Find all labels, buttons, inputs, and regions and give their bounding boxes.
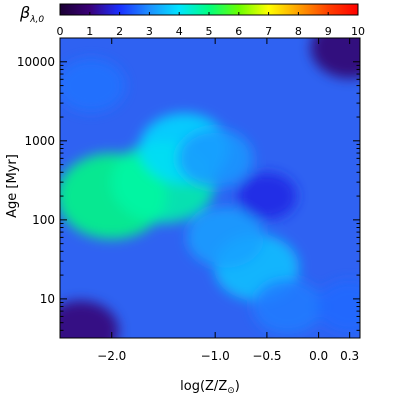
x-axis-label: log(Z/Z⊙): [180, 379, 240, 396]
heatmap-cell: [60, 300, 119, 338]
y-tick-label: 100: [32, 213, 55, 227]
heatmap-area: [60, 38, 360, 338]
colorbar-tick-label: 4: [176, 25, 183, 38]
colorbar-tick-label: 1: [86, 25, 93, 38]
colorbar: βλ,0 0 1 2 3 4 5 6 7 8 9 10: [19, 3, 365, 38]
heatmap-cell: [237, 172, 297, 220]
heatmap-cell: [310, 38, 360, 79]
y-axis-label: Age [Myr]: [5, 154, 20, 218]
colorbar-tick-label: 2: [116, 25, 123, 38]
y-tick-label: 10000: [17, 55, 55, 69]
x-tick-label: −1.0: [201, 349, 230, 363]
heatmap-cell: [252, 278, 323, 335]
colorbar-tick-label: 5: [206, 25, 213, 38]
colorbar-tick-label: 7: [265, 25, 272, 38]
y-tick-label: 10: [40, 292, 55, 306]
heatmap-cell: [177, 128, 254, 189]
colorbar-tick-label: 3: [146, 25, 153, 38]
x-tick-label: 0.3: [340, 349, 359, 363]
heatmap-cell: [60, 58, 126, 113]
colorbar-tick-label: 6: [235, 25, 242, 38]
colorbar-tick-label: 9: [325, 25, 332, 38]
heatmap-cell: [186, 206, 265, 268]
x-tick-label: −2.0: [97, 349, 126, 363]
x-tick-label: 0.0: [309, 349, 328, 363]
colorbar-tick-label: 10: [351, 25, 365, 38]
colorbar-label: βλ,0: [19, 3, 44, 25]
plot-frame: [59, 37, 361, 339]
heatmap-cell: [316, 280, 360, 333]
colorbar-tick-label: 8: [295, 25, 302, 38]
colorbar-tick-label: 0: [57, 25, 64, 38]
x-tick-label: −0.5: [252, 349, 281, 363]
y-tick-label: 1000: [24, 134, 55, 148]
